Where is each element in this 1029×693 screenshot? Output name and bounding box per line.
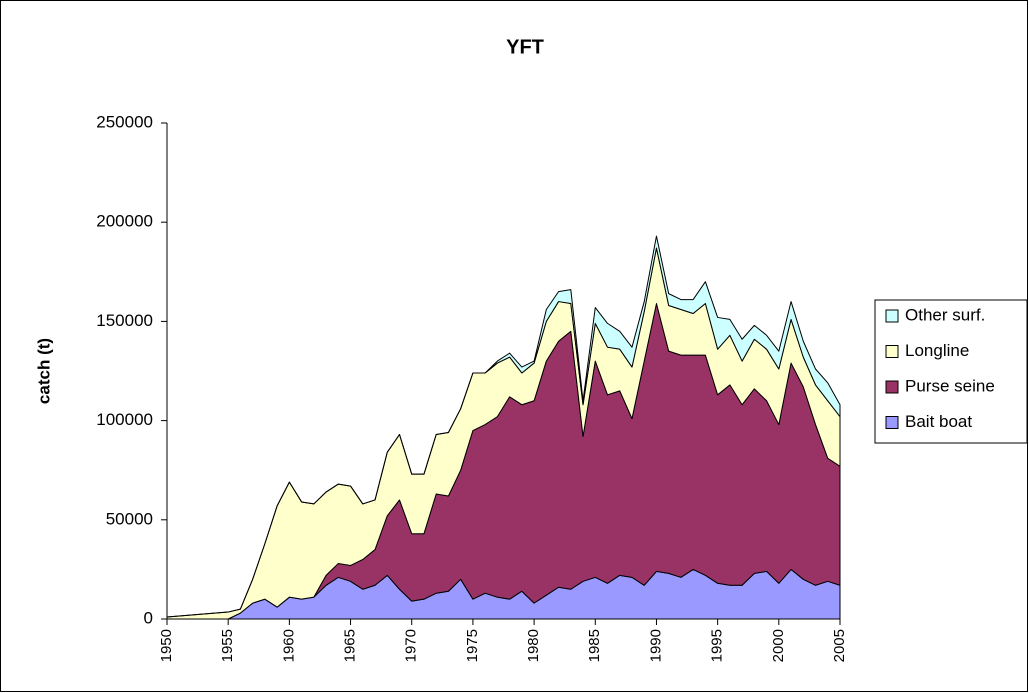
y-tick-label: 250000 [96,112,153,131]
x-tick-label: 1950 [158,629,175,662]
y-tick-label: 0 [144,608,153,627]
legend-swatch [885,309,899,323]
area [166,235,841,618]
x-tick-label: 1980 [525,629,542,662]
legend-swatch [885,380,899,394]
y-tick-label: 100000 [96,410,153,429]
x-tick-label: 1955 [219,629,236,662]
chart-title: YFT [506,36,544,58]
x-tick-label: 1970 [403,629,420,662]
x-tick-label: 2005 [831,629,848,662]
x-tick-label: 1965 [342,629,359,662]
legend-label: Purse seine [905,376,995,395]
x-tick-label: 1985 [586,629,603,662]
legend-label: Longline [905,341,969,360]
y-tick-label: 50000 [106,509,153,528]
x-tick-label: 1960 [280,629,297,662]
legend-label: Other surf. [905,305,985,324]
legend-swatch [885,345,899,358]
x-tick-label: 1990 [647,629,664,662]
legend-box [874,299,1028,444]
x-tick-label: 2000 [770,629,787,662]
legend-swatch [885,416,899,429]
y-axis-label: catch (t) [34,338,53,404]
y-tick-label: 150000 [96,311,153,330]
y-tick-label: 200000 [96,212,153,231]
x-tick-label: 1975 [464,629,481,662]
legend-label: Bait boat [905,412,972,431]
x-tick-label: 1995 [709,629,726,662]
